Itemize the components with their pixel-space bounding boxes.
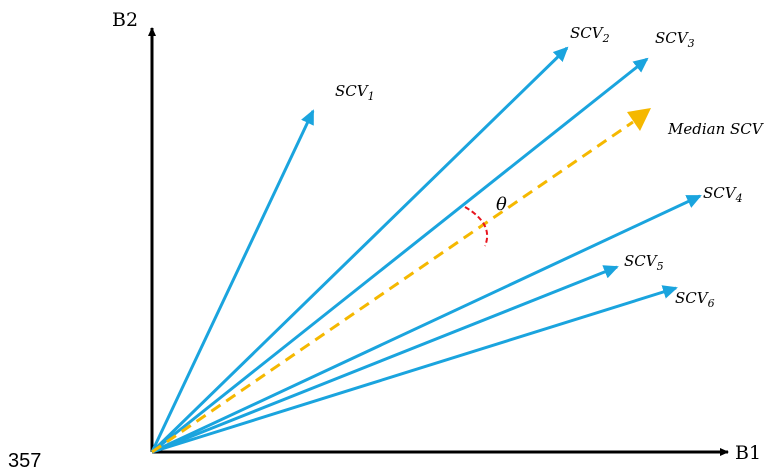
scv-label-5: SCV5 bbox=[624, 252, 664, 273]
angle-arc bbox=[464, 206, 489, 247]
scv-label-2: SCV2 bbox=[570, 24, 610, 45]
angle-theta-label: θ bbox=[496, 194, 507, 215]
scv-vector-3 bbox=[151, 57, 649, 454]
median-scv-arrowhead bbox=[627, 108, 651, 131]
median-scv-label: Median SCV bbox=[667, 120, 765, 138]
page-number: 357 bbox=[8, 450, 41, 470]
scv-vector-4 bbox=[151, 194, 702, 454]
scv-vector-1 bbox=[150, 109, 315, 453]
scv-label-1: SCV1 bbox=[335, 82, 375, 103]
scv-vector-5 bbox=[151, 265, 619, 454]
scv-vector-6 bbox=[151, 285, 678, 454]
scv-vector-2 bbox=[150, 46, 569, 454]
scv-label-4: SCV4 bbox=[703, 184, 743, 205]
x-axis-label: B1 bbox=[735, 442, 761, 464]
y-axis-label: B2 bbox=[112, 9, 138, 31]
median-scv-vector bbox=[151, 120, 634, 454]
scv-label-3: SCV3 bbox=[655, 29, 695, 50]
scv-label-6: SCV6 bbox=[675, 289, 715, 310]
